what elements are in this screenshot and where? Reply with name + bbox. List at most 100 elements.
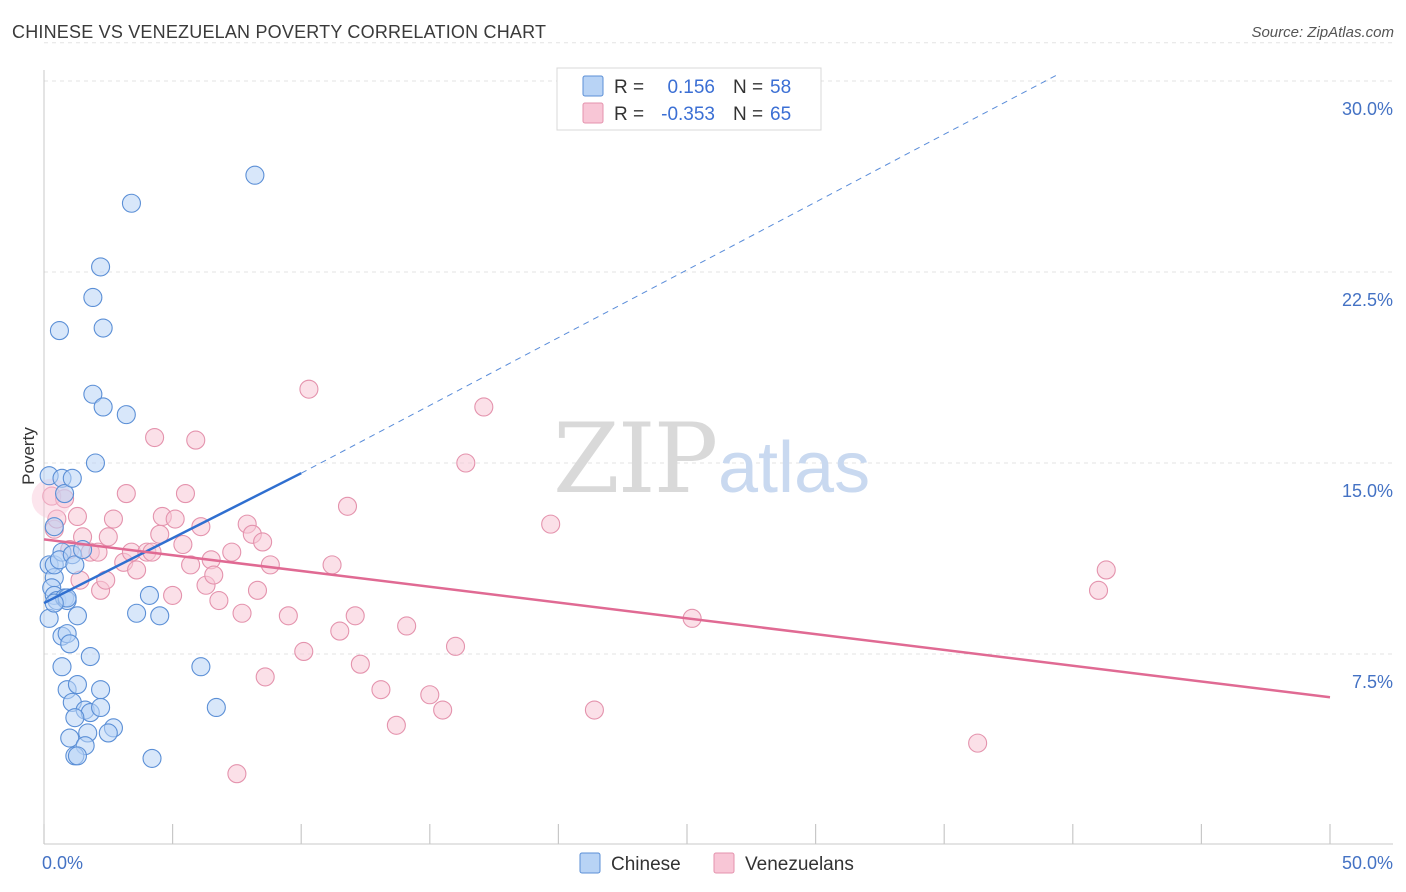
legend-n-value-chinese: 58	[770, 77, 791, 98]
legend-swatch-chinese	[582, 75, 604, 97]
venezuelan-point-49	[433, 700, 453, 720]
watermark-atlas: atlas	[718, 428, 870, 508]
venezuelan-trend-line	[43, 538, 1331, 699]
series-legend-label-venezuelan: Venezuelans	[745, 854, 854, 875]
chinese-point-47	[91, 257, 111, 277]
y-tick-label-2: 22.5%	[1342, 290, 1393, 310]
x-tick-label-max: 50.0%	[1342, 853, 1393, 873]
legend-r-value-venezuelan: -0.353	[661, 104, 715, 125]
venezuelan-point-24	[186, 430, 206, 450]
venezuelan-point-52	[474, 397, 494, 417]
venezuelan-point-30	[222, 542, 242, 562]
legend-r-value-chinese: 0.156	[667, 77, 715, 98]
series-legend: Chinese Venezuelans	[579, 852, 854, 875]
chinese-point-1	[44, 517, 64, 537]
grid-lines	[44, 42, 1393, 655]
chinese-point-32	[98, 723, 118, 743]
chinese-point-43	[191, 657, 211, 677]
chinese-point-42	[150, 606, 170, 626]
venezuelan-point-51	[456, 453, 476, 473]
x-tick-label-min: 0.0%	[42, 853, 83, 873]
series-legend-swatch-chinese	[579, 852, 601, 874]
venezuelan-point-37	[278, 606, 298, 626]
y-tick-label-1: 15.0%	[1342, 481, 1393, 501]
chinese-point-45	[49, 321, 69, 341]
chart-title: CHINESE VS VENEZUELAN POVERTY CORRELATIO…	[12, 22, 547, 42]
venezuelan-point-21	[173, 534, 193, 555]
chinese-trend-line	[43, 472, 302, 605]
series-legend-swatch-venezuelan	[713, 852, 735, 874]
chinese-point-51	[116, 405, 136, 425]
venezuelan-point-60	[255, 667, 275, 687]
legend-swatch-venezuelan	[582, 102, 604, 124]
venezuelan-point-59	[227, 764, 247, 784]
chinese-point-39	[91, 697, 111, 718]
y-axis-label: Poverty	[19, 427, 38, 485]
y-tick-label-3: 30.0%	[1342, 99, 1393, 119]
correlation-legend: R = 0.156 N = 58 R = -0.353 N = 65	[556, 67, 822, 131]
chinese-point-37	[67, 746, 87, 766]
venezuelan-point-46	[386, 715, 406, 735]
chinese-point-49	[83, 384, 103, 404]
venezuelan-point-31	[232, 603, 252, 623]
series-legend-label-chinese: Chinese	[611, 854, 681, 875]
chinese-point-25	[67, 675, 87, 695]
venezuelan-point-23	[181, 555, 201, 575]
chinese-point-26	[91, 680, 111, 700]
chinese-point-40	[139, 585, 160, 605]
chinese-point-34	[60, 728, 80, 748]
legend-r-label-venezuelan: R =	[614, 104, 644, 125]
y-tick-label-0: 7.5%	[1352, 672, 1393, 692]
watermark-zip: ZIP	[553, 403, 716, 515]
venezuelan-point-8	[98, 527, 118, 547]
chinese-point-52	[85, 453, 105, 473]
axes	[43, 70, 1393, 845]
chinese-point-15	[65, 555, 85, 575]
venezuelan-point-48	[420, 685, 440, 705]
venezuelan-point-34	[253, 532, 273, 552]
chinese-points	[39, 165, 265, 768]
chinese-point-23	[80, 646, 100, 667]
legend-n-label-venezuelan: N =	[733, 104, 763, 125]
chinese-point-22	[52, 657, 72, 677]
legend-n-label-chinese: N =	[733, 77, 763, 98]
venezuelan-point-13	[127, 560, 147, 580]
venezuelan-point-20	[165, 509, 185, 529]
venezuelan-point-53	[541, 514, 561, 534]
venezuelan-point-38	[294, 641, 314, 662]
venezuelan-point-42	[330, 621, 350, 641]
chinese-point-50	[93, 397, 113, 417]
chinese-point-41	[127, 603, 147, 623]
venezuelan-point-16	[145, 427, 165, 448]
chinese-point-12	[55, 484, 75, 504]
chinese-point-38	[142, 748, 162, 768]
venezuelan-point-45	[371, 680, 391, 700]
y-tick-labels: 7.5% 15.0% 22.5% 30.0%	[1342, 99, 1393, 692]
venezuelan-point-28	[204, 565, 224, 585]
venezuelan-point-44	[350, 654, 370, 674]
venezuelan-point-47	[397, 616, 417, 636]
venezuelan-point-22	[175, 484, 196, 504]
venezuelan-point-36	[260, 555, 280, 575]
venezuelan-point-43	[345, 606, 365, 626]
venezuelan-point-57	[1088, 580, 1109, 600]
chinese-point-30	[65, 708, 85, 728]
venezuelan-point-29	[209, 590, 229, 611]
venezuelan-point-58	[1096, 560, 1116, 580]
venezuelan-point-9	[103, 509, 123, 529]
venezuelan-point-50	[445, 636, 466, 656]
chinese-point-53	[121, 193, 141, 213]
venezuelan-point-35	[247, 580, 268, 600]
chinese-point-13	[62, 468, 82, 488]
venezuelan-point-40	[322, 555, 342, 575]
legend-r-label-chinese: R =	[614, 77, 644, 98]
source-credit: Source: ZipAtlas.com	[1251, 24, 1394, 41]
legend-n-value-venezuelan: 65	[770, 104, 791, 125]
chinese-point-44	[206, 697, 226, 718]
venezuelan-point-41	[337, 496, 358, 516]
venezuelan-point-4	[67, 506, 87, 527]
venezuelan-point-19	[163, 585, 183, 605]
venezuelan-point-10	[116, 484, 136, 504]
chinese-point-21	[60, 634, 80, 654]
